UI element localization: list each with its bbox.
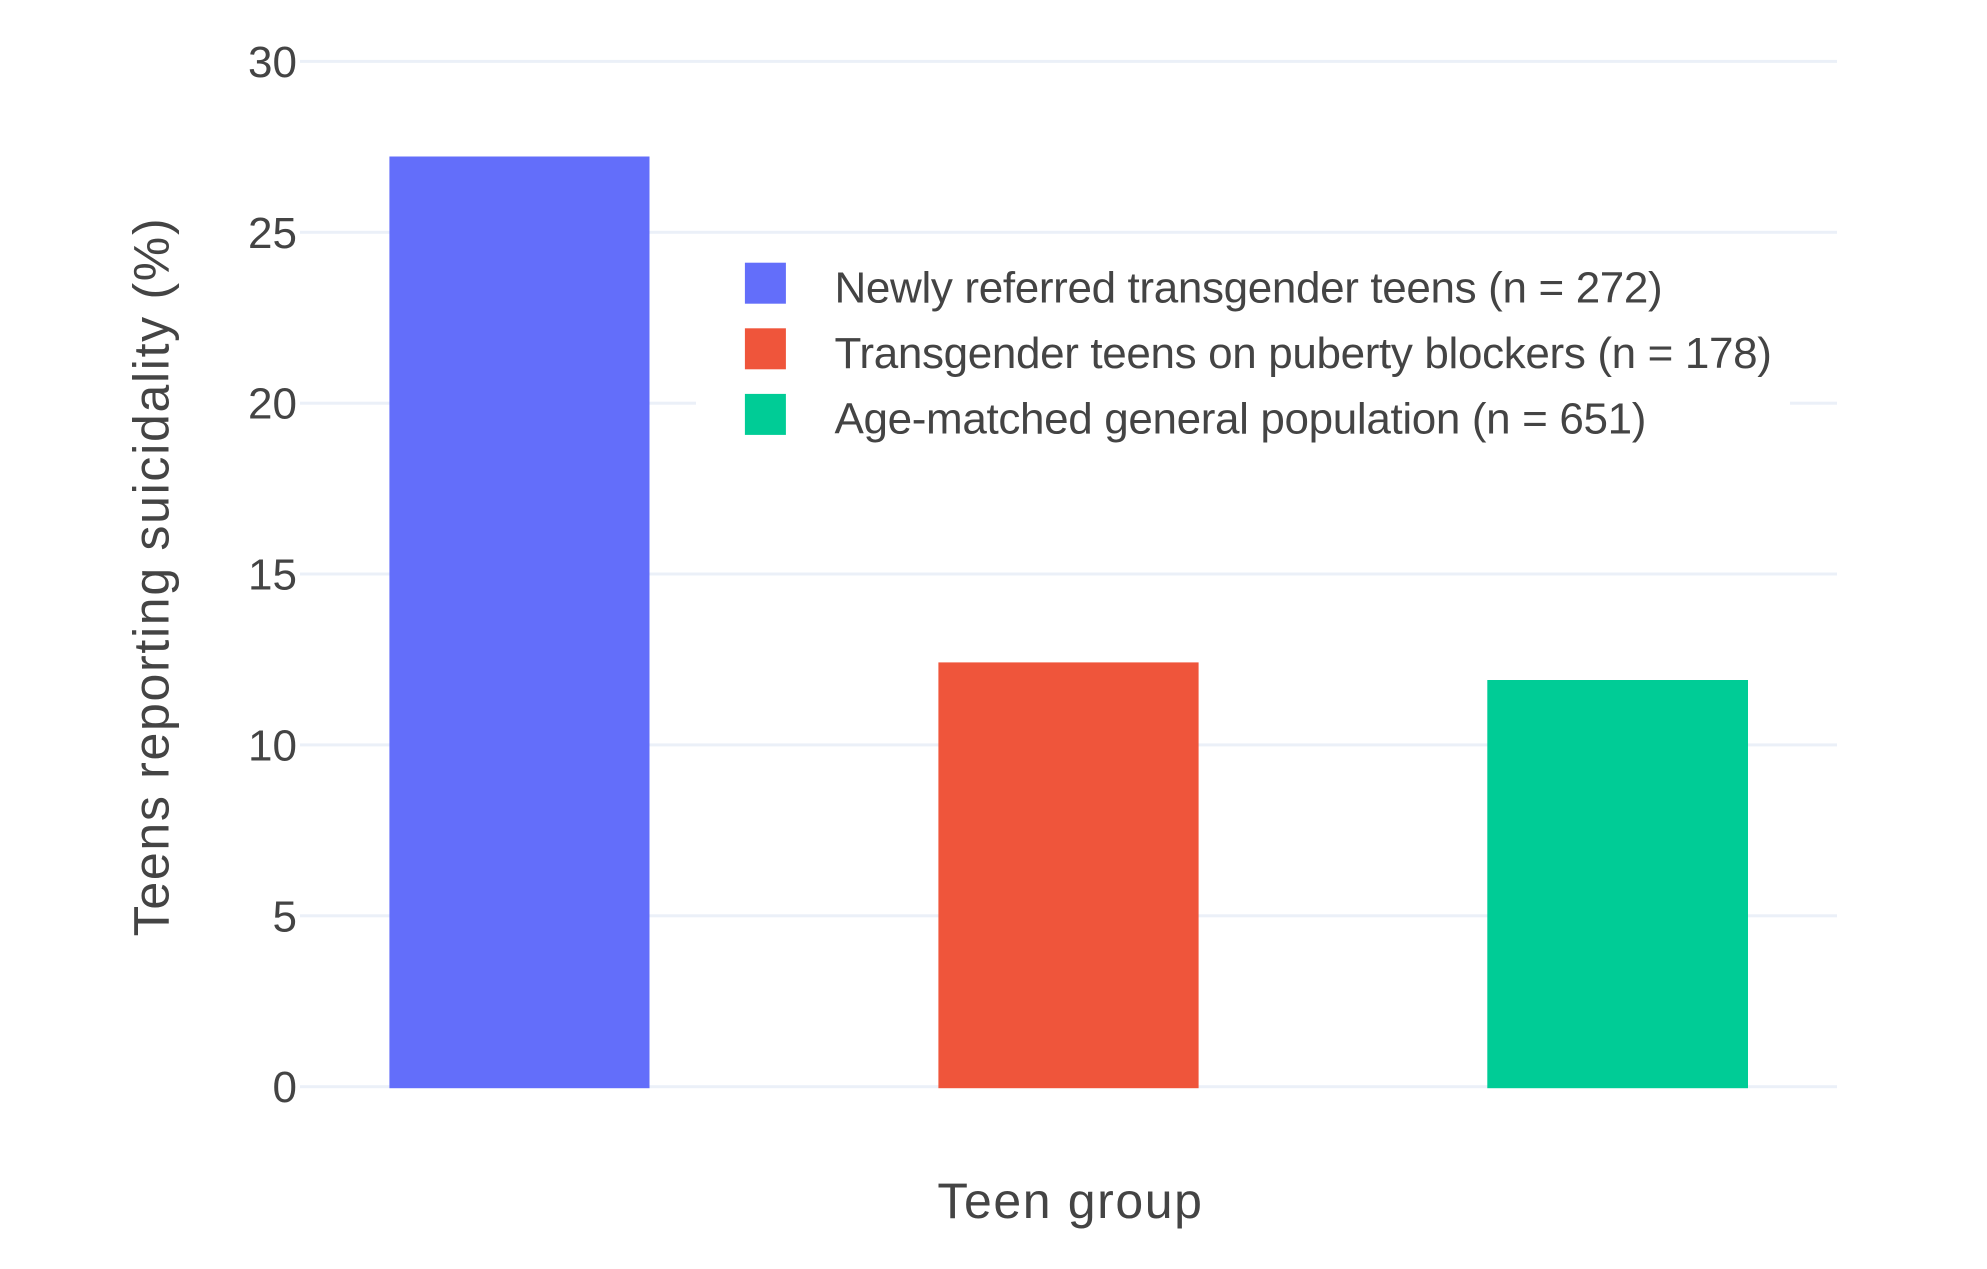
svg-text:Age-matched general population: Age-matched general population (n = 651)	[835, 395, 1647, 444]
svg-text:0: 0	[273, 1063, 297, 1112]
svg-text:10: 10	[248, 721, 297, 770]
svg-text:15: 15	[248, 551, 297, 600]
svg-text:Teen group: Teen group	[937, 1173, 1203, 1229]
svg-text:20: 20	[248, 380, 297, 429]
svg-text:25: 25	[248, 209, 297, 258]
svg-text:30: 30	[248, 38, 297, 87]
svg-text:Newly referred transgender tee: Newly referred transgender teens (n = 27…	[835, 263, 1663, 312]
svg-text:Teens reporting suicidality (%: Teens reporting suicidality (%)	[124, 217, 180, 937]
svg-text:5: 5	[273, 892, 297, 941]
svg-text:Transgender teens on puberty b: Transgender teens on puberty blockers (n…	[835, 329, 1772, 378]
